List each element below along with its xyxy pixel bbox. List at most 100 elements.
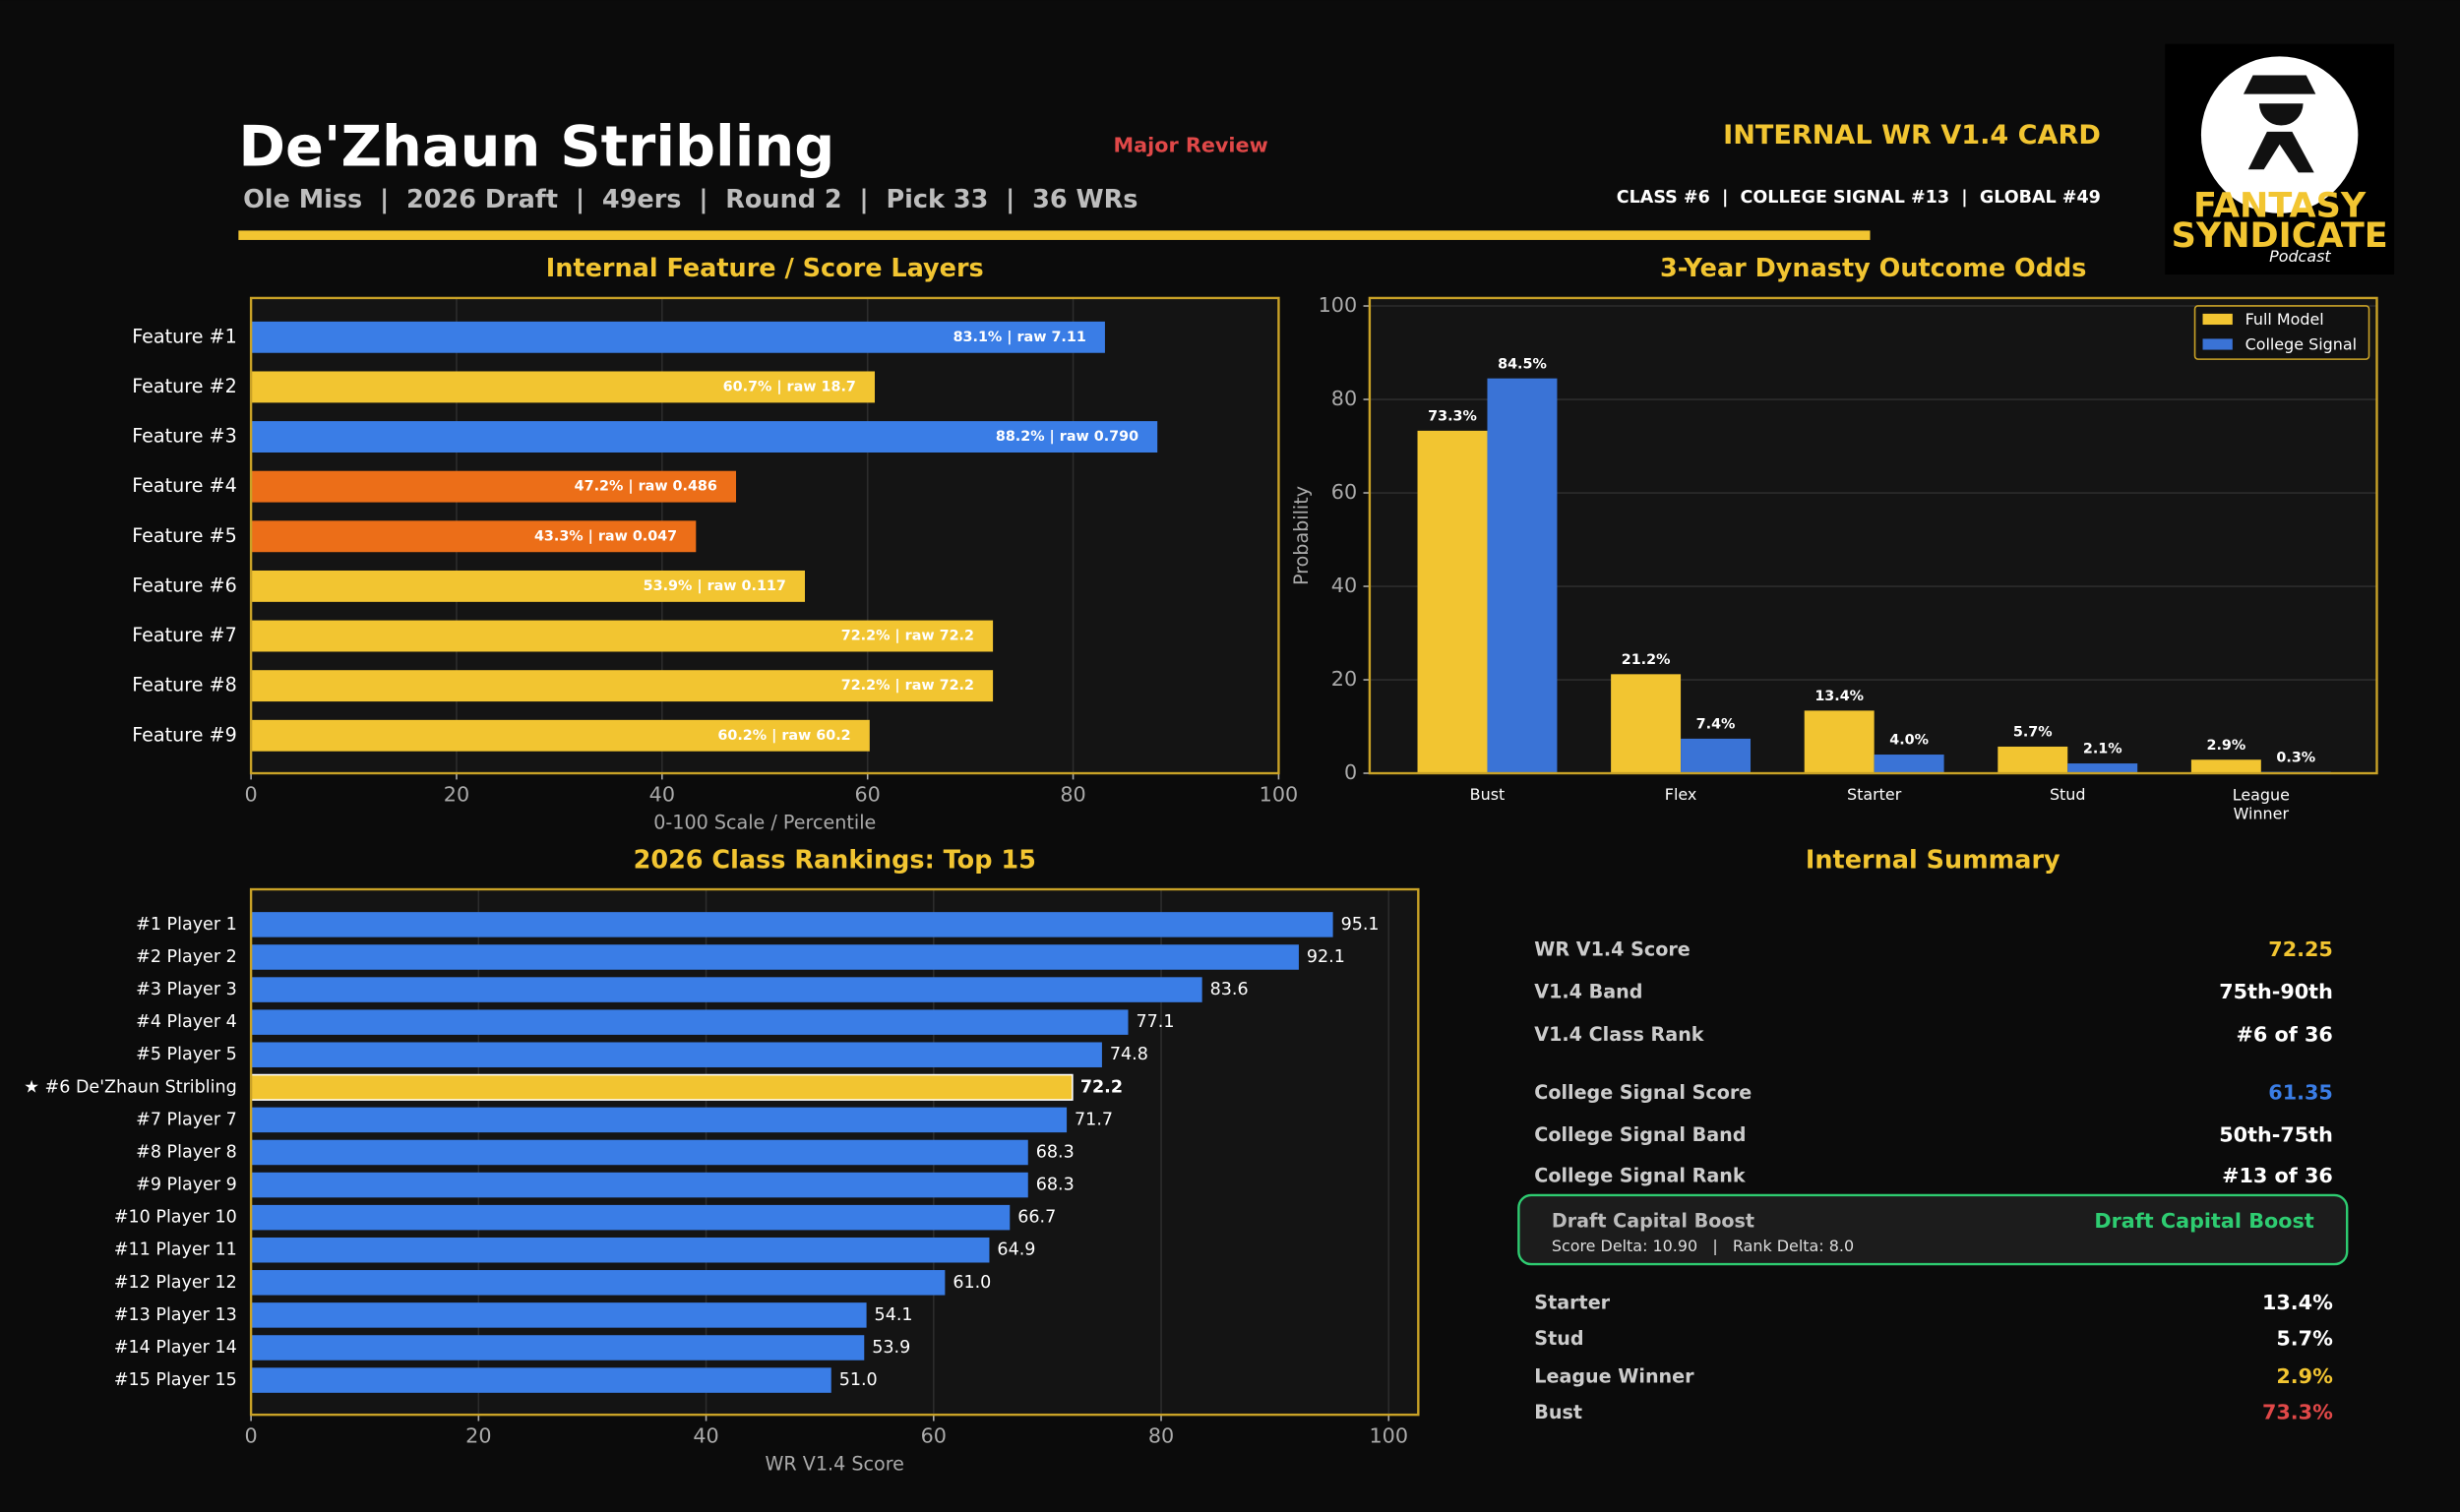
value-label: 66.7 <box>1017 1208 1056 1228</box>
y-tick-label: #5 Player 5 <box>136 1045 237 1064</box>
boost-value: Draft Capital Boost <box>2094 1209 2313 1233</box>
value-label: 77.1 <box>1136 1012 1174 1032</box>
value-label: 7.4% <box>1696 717 1736 733</box>
logo-text: Podcast <box>2269 247 2331 266</box>
logo-text: FANTASY <box>2193 185 2367 225</box>
value-label: 51.0 <box>839 1370 878 1390</box>
x-tick-label: League Winner <box>2233 785 2290 822</box>
bar <box>1804 710 1875 774</box>
bar <box>1417 430 1488 774</box>
bar <box>251 1139 1028 1166</box>
x-tick-label: 0 <box>245 782 258 806</box>
chart-title: 2026 Class Rankings: Top 15 <box>634 845 1036 875</box>
bar <box>251 1172 1028 1198</box>
summary-value: 50th-75th <box>2219 1122 2333 1146</box>
value-label: 43.3% | raw 0.047 <box>534 528 677 544</box>
y-tick-label: #12 Player 12 <box>114 1273 237 1293</box>
plot-border <box>249 887 1420 1417</box>
bar <box>251 1237 990 1263</box>
y-tick-label: 40 <box>1331 574 1357 597</box>
x-axis-label: 0-100 Scale / Percentile <box>653 812 876 834</box>
player-subtitle: Ole Miss | 2026 Draft | 49ers | Round 2 … <box>243 185 1138 214</box>
legend-label: College Signal <box>2245 334 2358 353</box>
x-tick-label: 60 <box>921 1423 947 1447</box>
header-rule <box>238 230 1871 240</box>
summary-value: 2.9% <box>2276 1364 2333 1388</box>
x-tick-label: 40 <box>693 1423 718 1447</box>
y-tick-label: #14 Player 14 <box>114 1338 237 1358</box>
player-name: De'Zhaun Stribling <box>238 114 834 180</box>
bar <box>251 321 1105 353</box>
logo-text: SYNDICATE <box>2172 215 2388 256</box>
value-label: 53.9 <box>872 1338 910 1358</box>
bar <box>1487 378 1558 774</box>
x-tick-label: 80 <box>1060 782 1085 806</box>
bar <box>251 670 994 702</box>
boost-detail: Score Delta: 10.90 | Rank Delta: 8.0 <box>1552 1237 1854 1255</box>
value-label: 4.0% <box>1889 733 1929 749</box>
value-label: 73.3% <box>1428 408 1477 424</box>
summary-title: Internal Summary <box>1806 845 2060 875</box>
legend-box <box>2193 305 2370 360</box>
y-tick-label: #7 Player 7 <box>136 1110 237 1129</box>
x-tick-label: 20 <box>444 782 469 806</box>
bar <box>2190 759 2261 774</box>
value-label: 92.1 <box>1307 947 1345 967</box>
y-tick-label: #1 Player 1 <box>136 915 237 935</box>
bar <box>251 1042 1102 1067</box>
bar <box>251 1302 867 1328</box>
summary-label: College Signal Rank <box>1534 1164 1747 1186</box>
bar <box>250 1073 1074 1101</box>
y-tick-label: #11 Player 11 <box>114 1240 237 1260</box>
summary-value: 61.35 <box>2268 1080 2333 1104</box>
summary-value: 5.7% <box>2276 1327 2333 1351</box>
summary-label: Starter <box>1534 1291 1610 1313</box>
value-label: 74.8 <box>1110 1045 1148 1064</box>
value-label: 5.7% <box>2013 725 2053 741</box>
chart-title: 3-Year Dynasty Outcome Odds <box>1660 254 2086 283</box>
value-label: 71.7 <box>1075 1110 1113 1129</box>
bar <box>251 371 876 403</box>
y-tick-label: Feature #9 <box>132 723 237 746</box>
summary-value: #6 of 36 <box>2237 1022 2333 1046</box>
y-tick-label: #13 Player 13 <box>114 1305 237 1325</box>
legend-label: Full Model <box>2245 310 2324 329</box>
y-tick-label: #9 Player 9 <box>136 1176 237 1195</box>
y-tick-label: #4 Player 4 <box>136 1012 237 1032</box>
value-label: 68.3 <box>1036 1142 1075 1162</box>
logo-figure <box>2243 75 2316 173</box>
value-label: 68.3 <box>1036 1176 1075 1195</box>
y-tick-label: #15 Player 15 <box>114 1370 237 1390</box>
y-tick-label: Feature #6 <box>132 574 237 596</box>
y-tick-label: Feature #5 <box>132 524 237 547</box>
summary-label: WR V1.4 Score <box>1534 938 1691 961</box>
value-label: 60.2% | raw 60.2 <box>717 728 850 744</box>
summary-label: College Signal Score <box>1534 1081 1752 1104</box>
x-tick-label: Bust <box>1470 785 1506 804</box>
y-axis-label: Probability <box>1290 486 1313 585</box>
x-tick-label: 60 <box>855 782 881 806</box>
bar <box>1681 738 1752 774</box>
value-label: 72.2% | raw 72.2 <box>841 678 974 694</box>
x-tick-label: 40 <box>649 782 675 806</box>
x-tick-label: 80 <box>1148 1423 1174 1447</box>
summary-value: #13 of 36 <box>2222 1164 2333 1187</box>
bar <box>251 944 1299 970</box>
y-tick-label: 20 <box>1331 667 1357 691</box>
value-label: 83.1% | raw 7.11 <box>953 330 1086 345</box>
bar <box>251 912 1333 937</box>
y-tick-label: Feature #4 <box>132 474 237 497</box>
summary-label: V1.4 Band <box>1534 981 1642 1003</box>
value-label: 84.5% <box>1498 356 1547 372</box>
x-tick-label: 100 <box>1260 782 1299 806</box>
bar <box>251 1367 831 1393</box>
summary-value: 13.4% <box>2262 1291 2333 1314</box>
status: Major Review <box>1114 133 1268 156</box>
x-tick-label: 0 <box>245 1423 258 1447</box>
y-tick-label: ★ #6 De'Zhaun Stribling <box>24 1077 236 1097</box>
value-label: 83.6 <box>1210 980 1249 999</box>
value-label: 2.1% <box>2083 742 2122 757</box>
y-tick-label: #3 Player 3 <box>136 980 237 999</box>
bar <box>251 570 805 602</box>
